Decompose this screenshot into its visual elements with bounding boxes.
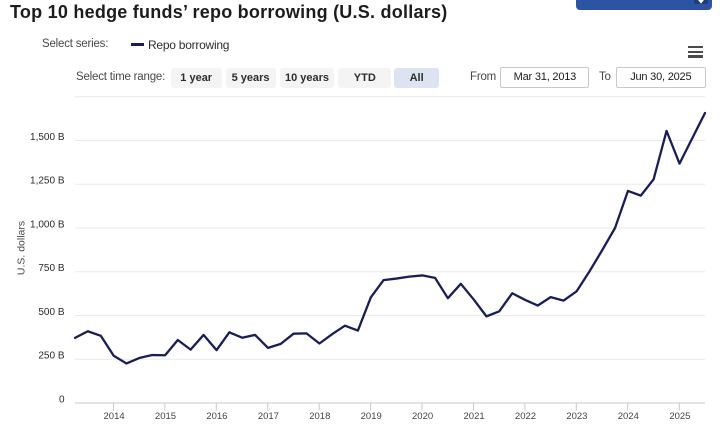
svg-text:250 B: 250 B	[38, 351, 64, 362]
svg-text:2015: 2015	[155, 411, 176, 422]
svg-text:2022: 2022	[515, 411, 536, 422]
svg-text:2018: 2018	[309, 411, 330, 422]
svg-text:2017: 2017	[258, 411, 279, 422]
svg-text:2023: 2023	[566, 411, 587, 422]
svg-text:2014: 2014	[104, 411, 125, 422]
svg-text:2019: 2019	[361, 411, 382, 422]
svg-text:500 B: 500 B	[38, 307, 64, 318]
svg-text:2021: 2021	[464, 411, 485, 422]
svg-text:1,250 B: 1,250 B	[30, 176, 65, 187]
svg-text:0: 0	[59, 394, 65, 405]
svg-text:750 B: 750 B	[38, 263, 64, 274]
svg-text:1,500 B: 1,500 B	[30, 132, 65, 143]
svg-text:2024: 2024	[618, 411, 639, 422]
svg-text:2020: 2020	[412, 411, 433, 422]
svg-text:U.S. dollars: U.S. dollars	[15, 221, 27, 275]
svg-text:2025: 2025	[669, 411, 690, 422]
svg-text:2016: 2016	[206, 411, 227, 422]
svg-text:1,000 B: 1,000 B	[30, 219, 65, 230]
